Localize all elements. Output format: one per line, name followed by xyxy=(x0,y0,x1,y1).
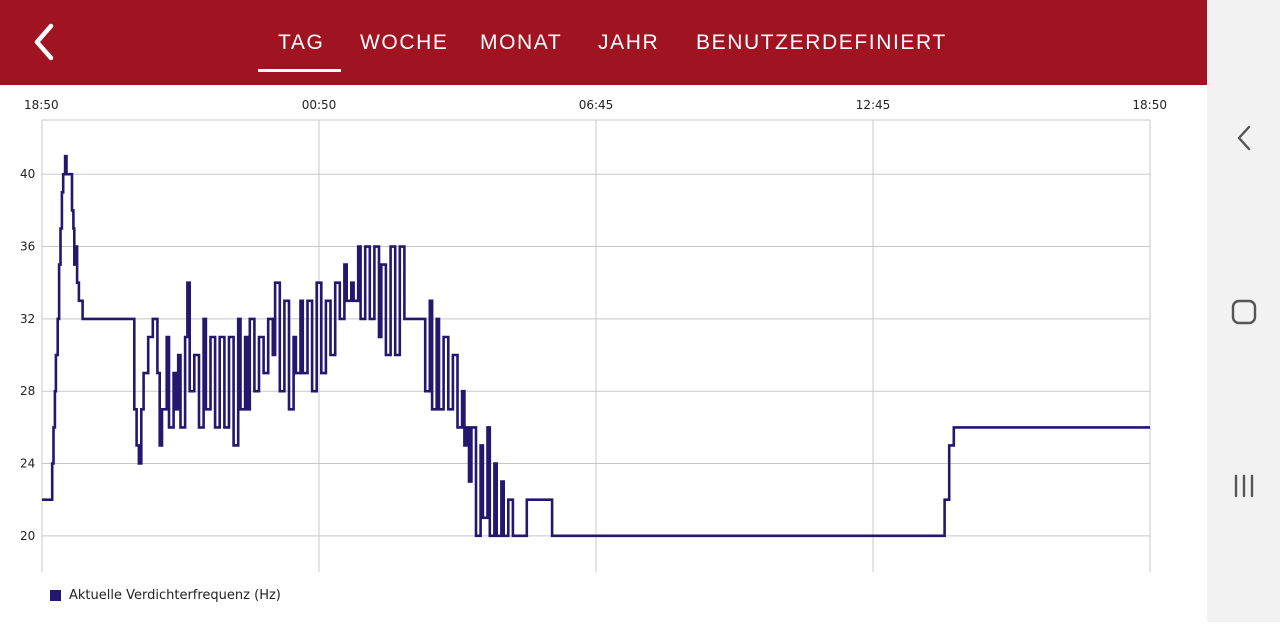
series-line xyxy=(42,154,1150,538)
line-chart: 20 24 28 32 36 40 18:50 00:50 06:45 12:45 18:50 xyxy=(20,98,1167,572)
x-tick-label: 00:50 xyxy=(302,98,337,112)
system-back-button[interactable] xyxy=(1207,108,1280,168)
back-button[interactable] xyxy=(22,20,66,64)
system-recents-button[interactable] xyxy=(1207,456,1280,516)
y-tick-label: 40 xyxy=(20,167,35,181)
top-app-bar: TAG WOCHE MONAT JAHR BENUTZERDEFINIERT xyxy=(0,0,1207,85)
system-home-button[interactable] xyxy=(1207,282,1280,342)
y-tick-label: 32 xyxy=(20,312,35,326)
legend-swatch xyxy=(50,589,61,601)
chart-legend: Aktuelle Verdichterfrequenz (Hz) xyxy=(50,586,281,604)
y-tick-label: 28 xyxy=(20,384,35,398)
tab-benutzerdefiniert[interactable]: BENUTZERDEFINIERT xyxy=(696,31,947,54)
back-icon xyxy=(1237,125,1250,151)
y-tick-label: 36 xyxy=(20,240,35,254)
tab-tag[interactable]: TAG xyxy=(278,31,325,54)
x-tick-label: 18:50 xyxy=(1132,98,1167,112)
recents-icon xyxy=(1234,474,1253,498)
chart-area: 20 24 28 32 36 40 18:50 00:50 06:45 12:45 18:50 xyxy=(0,85,1207,622)
chevron-left-icon xyxy=(34,23,54,61)
y-tick-label: 20 xyxy=(20,529,35,543)
system-navigation-bar xyxy=(1207,0,1280,622)
x-tick-label: 06:45 xyxy=(579,98,614,112)
x-tick-label: 12:45 xyxy=(856,98,891,112)
home-icon xyxy=(1231,299,1256,325)
tab-jahr[interactable]: JAHR xyxy=(598,31,660,54)
active-tab-indicator xyxy=(258,69,341,72)
x-tick-label: 18:50 xyxy=(24,98,59,112)
y-tick-label: 24 xyxy=(20,457,35,471)
tab-monat[interactable]: MONAT xyxy=(480,31,563,54)
legend-label: Aktuelle Verdichterfrequenz (Hz) xyxy=(69,587,281,603)
tab-woche[interactable]: WOCHE xyxy=(360,31,449,54)
